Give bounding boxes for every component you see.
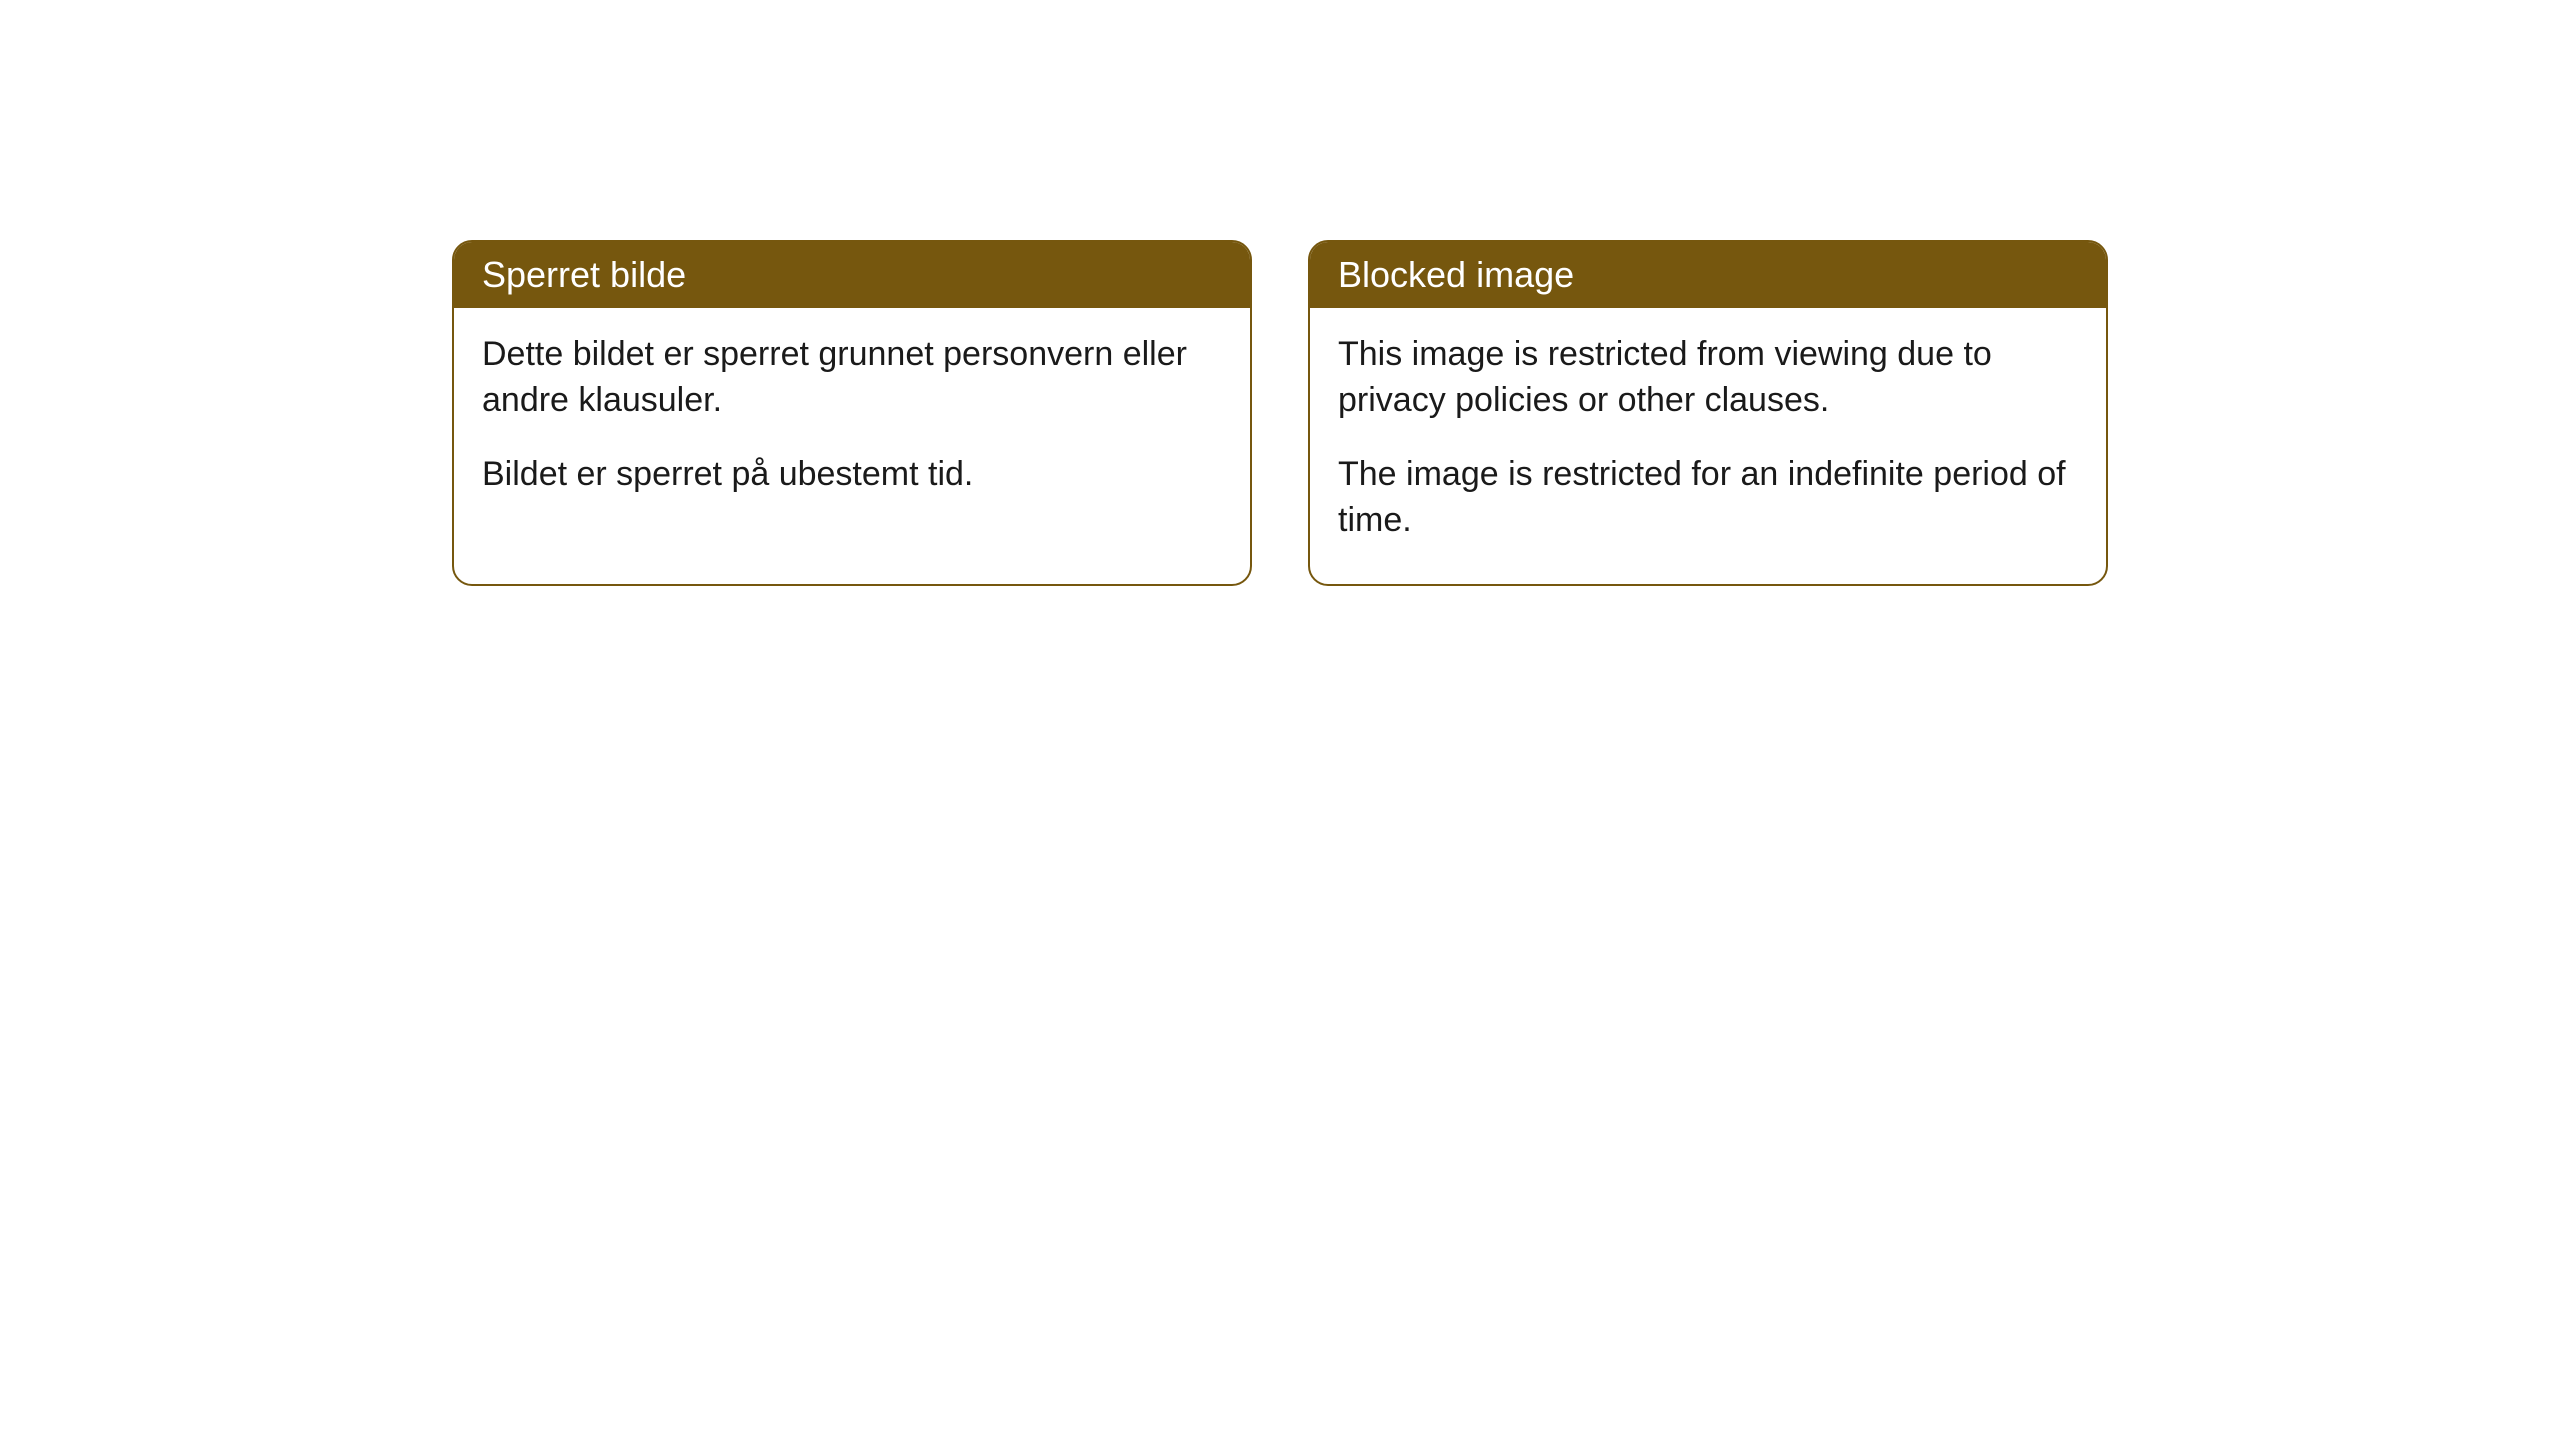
- card-body-nb: Dette bildet er sperret grunnet personve…: [454, 308, 1250, 538]
- card-paragraph: Bildet er sperret på ubestemt tid.: [482, 452, 1222, 498]
- card-paragraph: This image is restricted from viewing du…: [1338, 332, 2078, 424]
- blocked-image-card-en: Blocked image This image is restricted f…: [1308, 240, 2108, 586]
- card-title: Sperret bilde: [482, 254, 686, 295]
- card-body-en: This image is restricted from viewing du…: [1310, 308, 2106, 584]
- card-header-en: Blocked image: [1310, 242, 2106, 308]
- card-header-nb: Sperret bilde: [454, 242, 1250, 308]
- card-title: Blocked image: [1338, 254, 1574, 295]
- card-paragraph: Dette bildet er sperret grunnet personve…: [482, 332, 1222, 424]
- card-paragraph: The image is restricted for an indefinit…: [1338, 452, 2078, 544]
- blocked-image-card-nb: Sperret bilde Dette bildet er sperret gr…: [452, 240, 1252, 586]
- card-container: Sperret bilde Dette bildet er sperret gr…: [452, 240, 2108, 586]
